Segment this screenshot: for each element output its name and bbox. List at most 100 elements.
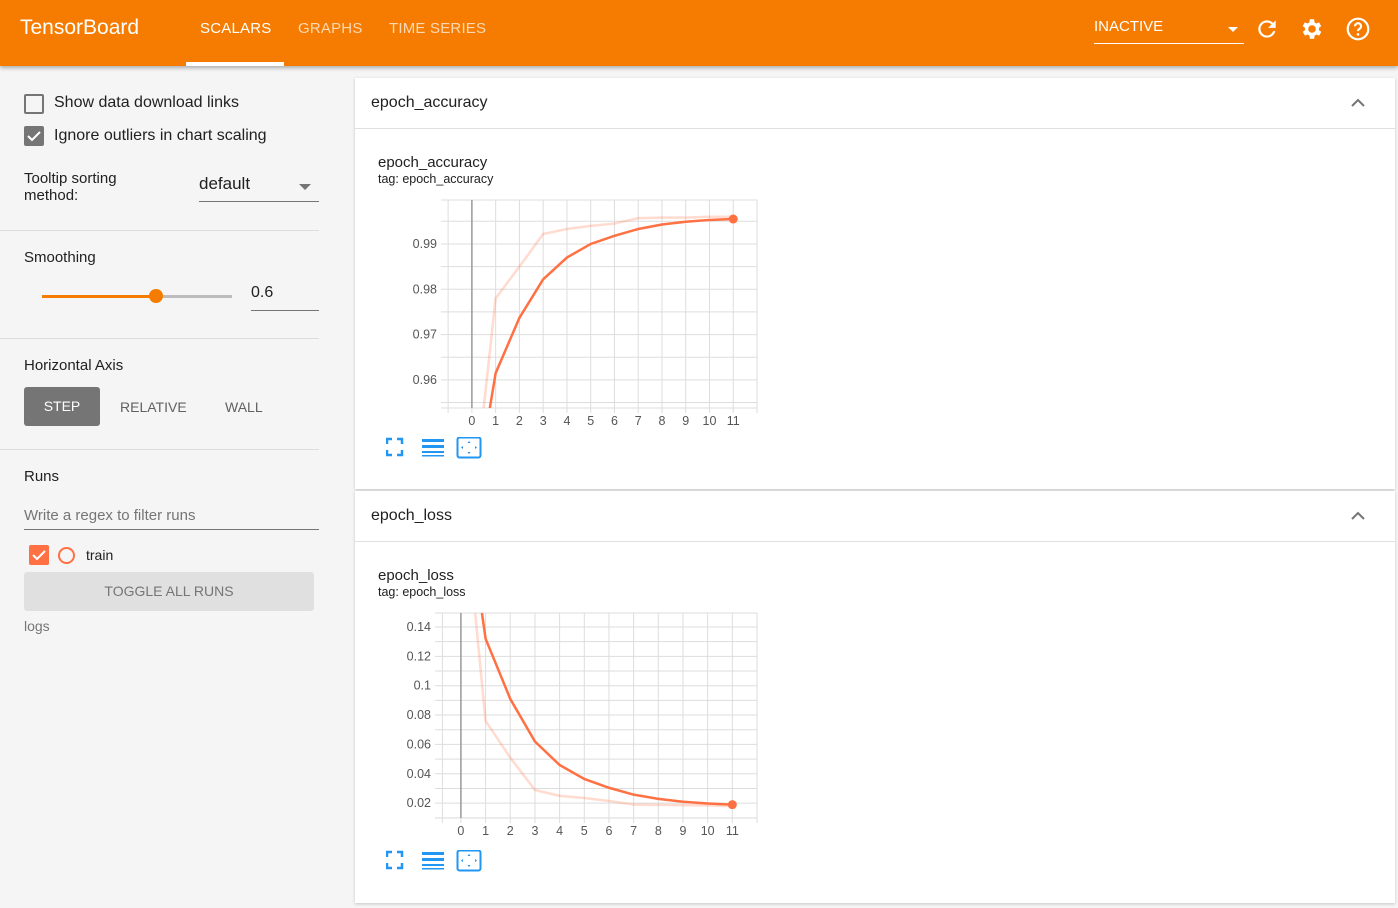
fullscreen-icon[interactable] xyxy=(385,437,404,457)
sidebar: Show data download links Ignore outliers… xyxy=(0,66,340,908)
toggle-log-scale-icon[interactable] xyxy=(422,439,444,457)
x-tick-label: 4 xyxy=(563,414,570,428)
last-point-marker xyxy=(727,800,737,810)
tooltip-sorting-label-line1: Tooltip sorting xyxy=(24,170,117,187)
x-tick-label: 9 xyxy=(682,414,689,428)
tab-graphs[interactable]: GRAPHS xyxy=(298,20,363,37)
accuracy-chart[interactable]: 0.96 0.97 0.98 0.99 0 1 2 3 4 5 6 7 8 9 10 11 xyxy=(380,195,770,435)
help-icon[interactable] xyxy=(1345,16,1371,42)
top-bar: TensorBoard SCALARS GRAPHS TIME SERIES I… xyxy=(0,0,1398,66)
y-tick-label: 0.12 xyxy=(407,649,431,663)
show-download-links-checkbox[interactable] xyxy=(24,94,44,114)
x-tick-label: 10 xyxy=(701,824,715,838)
x-tick-label: 0 xyxy=(457,824,464,838)
plugin-select[interactable]: INACTIVE xyxy=(1094,18,1244,44)
x-tick-label: 0 xyxy=(468,414,475,428)
fit-domain-icon[interactable] xyxy=(456,849,482,872)
y-tick-label: 0.04 xyxy=(407,767,431,781)
runs-label: Runs xyxy=(24,468,60,485)
tab-time-series[interactable]: TIME SERIES xyxy=(389,20,487,37)
x-tick-label: 4 xyxy=(556,824,563,838)
x-tick-label: 11 xyxy=(726,824,739,838)
tooltip-sorting-label: Tooltip sorting method: xyxy=(24,170,117,204)
y-tick-label: 0.1 xyxy=(414,679,431,693)
axis-relative-button[interactable]: RELATIVE xyxy=(120,399,187,415)
smoothing-slider-thumb[interactable] xyxy=(149,289,163,303)
x-tick-label: 6 xyxy=(611,414,618,428)
settings-gear-icon[interactable] xyxy=(1299,16,1325,42)
active-tab-indicator xyxy=(186,62,284,66)
x-tick-label: 8 xyxy=(655,824,662,838)
y-tick-label: 0.97 xyxy=(413,328,437,342)
card-header[interactable]: epoch_accuracy xyxy=(355,78,1395,129)
card-epoch-accuracy: epoch_accuracy epoch_accuracy tag: epoch… xyxy=(355,78,1395,489)
tooltip-sorting-value: default xyxy=(199,174,251,193)
tab-scalars[interactable]: SCALARS xyxy=(200,20,272,37)
horizontal-axis-label: Horizontal Axis xyxy=(24,357,124,374)
fullscreen-icon[interactable] xyxy=(385,850,404,870)
axis-wall-button[interactable]: WALL xyxy=(225,399,263,415)
raw-series-line xyxy=(473,613,733,808)
raw-series-line xyxy=(482,215,734,408)
x-tick-label: 10 xyxy=(703,414,717,428)
app-title: TensorBoard xyxy=(20,16,140,39)
smoothing-slider-fill xyxy=(42,295,156,298)
x-tick-label: 11 xyxy=(727,414,740,428)
y-tick-label: 0.98 xyxy=(413,282,437,296)
card-title: epoch_loss xyxy=(371,507,452,524)
card-epoch-loss: epoch_loss epoch_loss tag: epoch_loss 0.… xyxy=(355,491,1395,903)
ignore-outliers-label: Ignore outliers in chart scaling xyxy=(54,127,267,144)
check-icon xyxy=(27,131,41,142)
x-tick-label: 9 xyxy=(680,824,687,838)
show-download-links-label: Show data download links xyxy=(54,94,240,111)
chart-toolbar xyxy=(385,436,506,468)
fit-domain-icon[interactable] xyxy=(456,436,482,459)
x-tick-label: 7 xyxy=(630,824,637,838)
chart-toolbar xyxy=(385,849,506,881)
y-tick-label: 0.14 xyxy=(407,620,431,634)
y-tick-label: 0.08 xyxy=(407,708,431,722)
chevron-up-icon[interactable] xyxy=(1351,511,1365,521)
y-tick-label: 0.06 xyxy=(407,737,431,751)
loss-chart[interactable]: 0.02 0.04 0.06 0.08 0.1 0.12 0.14 0 1 2 3 4 5 6 7 8 9 10 1… xyxy=(380,608,770,848)
smoothing-slider[interactable] xyxy=(42,289,232,303)
axis-step-button[interactable]: STEP xyxy=(24,387,100,426)
ignore-outliers-checkbox[interactable] xyxy=(24,126,44,146)
chart-tag: tag: epoch_accuracy xyxy=(378,172,494,186)
x-tick-label: 2 xyxy=(507,824,514,838)
chart-tag: tag: epoch_loss xyxy=(378,585,466,599)
x-tick-label: 7 xyxy=(635,414,642,428)
divider xyxy=(0,230,319,231)
logdir-label: logs xyxy=(24,618,50,634)
chevron-down-icon xyxy=(299,184,311,190)
y-tick-label: 0.99 xyxy=(413,237,437,251)
chevron-down-icon xyxy=(1228,27,1238,32)
last-point-marker xyxy=(728,214,738,224)
divider xyxy=(0,449,319,450)
x-tick-label: 1 xyxy=(482,824,489,838)
x-tick-label: 8 xyxy=(658,414,665,428)
y-tick-label: 0.02 xyxy=(407,796,431,810)
plugin-select-value: INACTIVE xyxy=(1094,18,1164,35)
run-filter-input[interactable] xyxy=(24,502,319,530)
y-tick-label: 0.96 xyxy=(413,373,437,387)
chart-title: epoch_accuracy xyxy=(378,154,488,171)
tooltip-sorting-label-line2: method: xyxy=(24,187,79,204)
x-tick-label: 5 xyxy=(587,414,594,428)
toggle-all-runs-button[interactable]: TOGGLE ALL RUNS xyxy=(24,572,314,611)
x-tick-label: 2 xyxy=(516,414,523,428)
card-header[interactable]: epoch_loss xyxy=(355,491,1395,542)
x-tick-label: 3 xyxy=(531,824,538,838)
divider xyxy=(0,338,319,339)
smoothing-input[interactable]: 0.6 xyxy=(251,284,319,311)
refresh-icon[interactable] xyxy=(1254,16,1280,42)
x-tick-label: 5 xyxy=(581,824,588,838)
run-color-icon[interactable] xyxy=(58,547,75,564)
card-title: epoch_accuracy xyxy=(371,94,488,111)
chevron-up-icon[interactable] xyxy=(1351,98,1365,108)
x-tick-label: 6 xyxy=(605,824,612,838)
tooltip-sorting-select[interactable]: default xyxy=(199,174,319,202)
smoothing-label: Smoothing xyxy=(24,249,96,266)
toggle-log-scale-icon[interactable] xyxy=(422,852,444,870)
run-train-checkbox[interactable] xyxy=(29,545,49,565)
